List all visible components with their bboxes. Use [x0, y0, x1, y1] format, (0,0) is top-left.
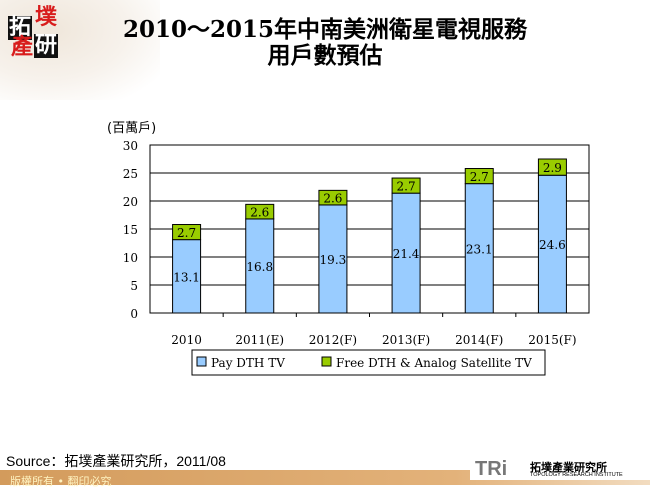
legend: [191, 349, 546, 376]
x-tick-label: 2014(F): [455, 333, 503, 347]
y-tick-label: 10: [123, 251, 138, 265]
logo-char: 拓: [8, 15, 32, 40]
logo-char: 墣: [34, 5, 57, 30]
title-line-1: 2010～2015年中南美洲衛星電視服務: [122, 16, 528, 43]
data-label: 2.7: [397, 180, 416, 194]
title-line-2: 用戶數預估: [267, 42, 383, 69]
bar-segment: [318, 204, 348, 314]
source-text: Source：拓墣產業研究所，2011/08: [6, 453, 226, 469]
y-tick-label: 5: [130, 279, 138, 293]
tri-brand-en: TOPOLOGY RESEARCH INSTITUTE: [530, 472, 623, 478]
data-label: 23.1: [466, 242, 493, 256]
bar-segment: [172, 239, 202, 314]
bar-segment: [464, 183, 494, 314]
x-tick-label: 2013(F): [382, 333, 430, 347]
data-label: 2.7: [177, 226, 196, 240]
x-tick-label: 2010: [171, 333, 202, 347]
data-label: 13.1: [173, 270, 200, 284]
logo-char: 研: [34, 33, 58, 58]
data-label: 19.3: [320, 253, 347, 267]
bar-segment: [464, 168, 494, 185]
y-axis-unit: (百萬戶): [107, 121, 157, 136]
y-tick-label: 15: [123, 223, 138, 237]
bar-segment: [245, 218, 275, 314]
logo-char: 產: [10, 35, 33, 60]
data-label: 2.9: [543, 161, 562, 175]
tri-logo: TRi 拓墣產業研究所 TOPOLOGY RESEARCH INSTITUTE: [470, 458, 650, 480]
bar-segment: [391, 177, 421, 194]
legend-swatch: [196, 356, 207, 367]
legend-swatch: [321, 356, 332, 367]
data-label: 16.8: [246, 260, 273, 274]
bar-segment: [537, 174, 567, 314]
data-label: 2.7: [470, 170, 489, 184]
x-tick-label: 2012(F): [309, 333, 357, 347]
y-tick-label: 30: [123, 139, 138, 153]
legend-label: Free DTH & Analog Satellite TV: [336, 356, 532, 370]
copyright-text: 版權所有 • 翻印必究: [10, 475, 112, 488]
logo: 拓 墣 產 研: [8, 5, 60, 60]
bar-segment: [537, 158, 567, 176]
x-tick-label: 2011(E): [235, 333, 284, 347]
data-label: 2.6: [323, 192, 342, 206]
bar-segment: [172, 224, 202, 241]
bar-segment: [318, 189, 348, 206]
y-tick-label: 0: [130, 307, 138, 321]
data-label: 24.6: [539, 238, 566, 252]
legend-label: Pay DTH TV: [211, 356, 285, 370]
bar-segment: [245, 203, 275, 220]
chart-title: 2010～2015年中南美洲衛星電視服務 用戶數預估: [0, 17, 650, 69]
data-label: 2.6: [250, 206, 269, 220]
y-tick-label: 25: [123, 167, 138, 181]
bar-segment: [391, 192, 421, 314]
x-tick-label: 2015(F): [528, 333, 576, 347]
tri-brand-cn: 拓墣產業研究所: [530, 461, 607, 474]
tri-brand: TRi: [475, 458, 508, 480]
data-label: 21.4: [393, 247, 420, 261]
y-tick-label: 20: [123, 195, 138, 209]
